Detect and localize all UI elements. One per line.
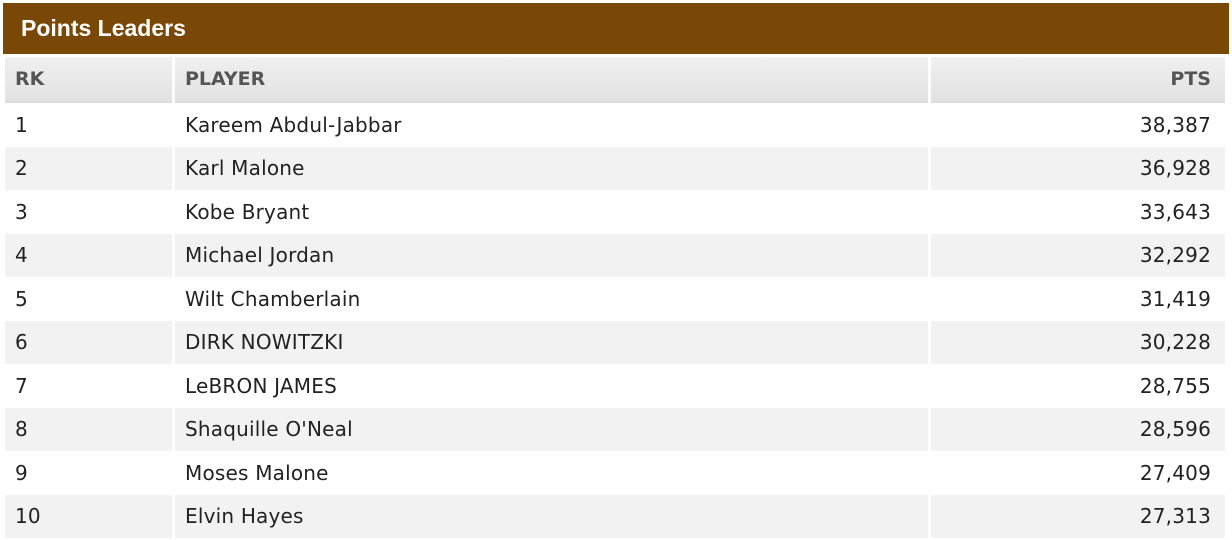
table-cell: Moses Malone [185, 460, 329, 485]
table-cell: Michael Jordan [175, 233, 928, 277]
table-cell: 38,387 [1139, 112, 1211, 137]
table-row: 10 Elvin Hayes 27,313 [5, 494, 1225, 538]
panel-title: Points Leaders [3, 3, 1229, 54]
table-cell: DIRK NOWITZKI [175, 320, 928, 364]
table-cell: Kareem Abdul-Jabbar [185, 112, 402, 137]
table-row: 2 Karl Malone 36,928 [5, 146, 1225, 190]
table-cell: 4 [5, 233, 172, 277]
table-cell: 10 [5, 494, 172, 538]
table-row: 1 Kareem Abdul-Jabbar 38,387 [5, 103, 1225, 147]
table-cell: 31,419 [1139, 286, 1211, 311]
table-row: 7 LeBRON JAMES 28,755 [5, 364, 1225, 408]
column-header: RK [5, 57, 172, 103]
table-cell: 36,928 [931, 146, 1225, 190]
table-cell: LeBRON JAMES [185, 373, 337, 398]
table-cell: 2 [5, 146, 172, 190]
column-header: PTS [931, 57, 1225, 103]
leaders-table: RK PLAYER PTS 1 Kareem Abdul-Jabbar 38,387 2 K… [2, 57, 1228, 538]
table-row: 8 Shaquille O'Neal 28,596 [5, 407, 1225, 451]
table-row: 9 Moses Malone 27,409 [5, 451, 1225, 495]
table-row: 5 Wilt Chamberlain 31,419 [5, 277, 1225, 321]
table-cell: 27,313 [931, 494, 1225, 538]
header-row: RK PLAYER PTS [5, 57, 1225, 103]
table-cell: 28,755 [1139, 373, 1211, 398]
table-cell: 30,228 [931, 320, 1225, 364]
table-row: 4 Michael Jordan 32,292 [5, 233, 1225, 277]
table-cell: Wilt Chamberlain [185, 286, 361, 311]
table-cell: 7 [15, 373, 28, 398]
table-cell: 8 [5, 407, 172, 451]
table-cell: 3 [15, 199, 28, 224]
table-cell: 9 [15, 460, 28, 485]
table-cell: Shaquille O'Neal [175, 407, 928, 451]
table-cell: 27,409 [1139, 460, 1211, 485]
table-row: 6 DIRK NOWITZKI 30,228 [5, 320, 1225, 364]
table-body: 1 Kareem Abdul-Jabbar 38,387 2 Karl Malone 36… [5, 103, 1225, 538]
table-cell: 28,596 [931, 407, 1225, 451]
table-cell: Elvin Hayes [175, 494, 928, 538]
table-row: 3 Kobe Bryant 33,643 [5, 190, 1225, 234]
table-cell: 1 [15, 112, 28, 137]
table-cell: 5 [15, 286, 28, 311]
column-header: PLAYER [175, 57, 928, 103]
table-cell: 32,292 [931, 233, 1225, 277]
table-cell: 33,643 [1139, 199, 1211, 224]
table-cell: Kobe Bryant [185, 199, 310, 224]
table-cell: Karl Malone [175, 146, 928, 190]
table-cell: 6 [5, 320, 172, 364]
